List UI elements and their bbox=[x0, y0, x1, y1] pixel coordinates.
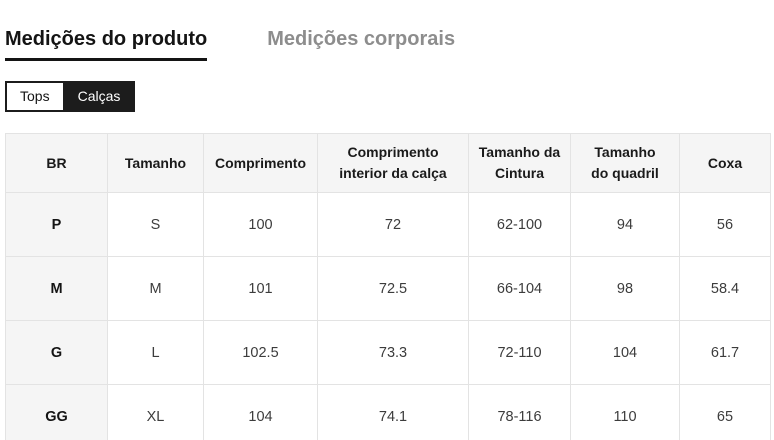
table-row-m: M M 101 72.5 66-104 98 58.4 bbox=[5, 256, 771, 321]
column-header-inseam: Comprimento interior da calça bbox=[317, 133, 469, 193]
table-cell: M bbox=[107, 256, 204, 321]
size-table: BR Tamanho Comprimento Comprimento inter… bbox=[5, 133, 771, 440]
size-table-header: BR Tamanho Comprimento Comprimento inter… bbox=[5, 133, 771, 193]
table-cell: GG bbox=[5, 384, 108, 440]
size-table-body: P S 100 72 62-100 94 56 M M 101 72.5 66-… bbox=[5, 192, 771, 440]
column-header-hip: Tamanho do quadril bbox=[570, 133, 680, 193]
garment-type-toggle: Tops Calças bbox=[5, 81, 774, 112]
table-cell: 110 bbox=[570, 384, 680, 440]
table-cell: 62-100 bbox=[468, 192, 571, 257]
header-row: BR Tamanho Comprimento Comprimento inter… bbox=[5, 133, 771, 193]
table-cell: 102.5 bbox=[203, 320, 318, 385]
table-cell: 100 bbox=[203, 192, 318, 257]
table-row-gg: GG XL 104 74.1 78-116 110 65 bbox=[5, 384, 771, 440]
table-cell: 74.1 bbox=[317, 384, 469, 440]
table-cell: 104 bbox=[203, 384, 318, 440]
table-cell: 72.5 bbox=[317, 256, 469, 321]
column-header-waist: Tamanho da Cintura bbox=[468, 133, 571, 193]
table-cell: 72 bbox=[317, 192, 469, 257]
table-cell: G bbox=[5, 320, 108, 385]
table-cell: M bbox=[5, 256, 108, 321]
tab-body-measurements[interactable]: Medições corporais bbox=[267, 28, 456, 50]
table-cell: 58.4 bbox=[679, 256, 771, 321]
table-cell: XL bbox=[107, 384, 204, 440]
table-cell: 61.7 bbox=[679, 320, 771, 385]
table-cell: 73.3 bbox=[317, 320, 469, 385]
toggle-tops[interactable]: Tops bbox=[5, 81, 65, 112]
table-cell: P bbox=[5, 192, 108, 257]
table-cell: 56 bbox=[679, 192, 771, 257]
table-cell: 66-104 bbox=[468, 256, 571, 321]
tab-product-measurements[interactable]: Medições do produto bbox=[5, 28, 208, 61]
toggle-pants[interactable]: Calças bbox=[62, 81, 136, 112]
table-row-p: P S 100 72 62-100 94 56 bbox=[5, 192, 771, 257]
column-header-size: Tamanho bbox=[107, 133, 204, 193]
table-cell: 94 bbox=[570, 192, 680, 257]
column-header-br: BR bbox=[5, 133, 108, 193]
table-cell: 104 bbox=[570, 320, 680, 385]
table-cell: 65 bbox=[679, 384, 771, 440]
table-cell: L bbox=[107, 320, 204, 385]
table-cell: S bbox=[107, 192, 204, 257]
table-cell: 101 bbox=[203, 256, 318, 321]
table-cell: 78-116 bbox=[468, 384, 571, 440]
table-cell: 98 bbox=[570, 256, 680, 321]
table-cell: 72-110 bbox=[468, 320, 571, 385]
column-header-length: Comprimento bbox=[203, 133, 318, 193]
table-row-g: G L 102.5 73.3 72-110 104 61.7 bbox=[5, 320, 771, 385]
measurement-tabs: Medições do produto Medições corporais bbox=[5, 28, 774, 61]
column-header-thigh: Coxa bbox=[679, 133, 771, 193]
